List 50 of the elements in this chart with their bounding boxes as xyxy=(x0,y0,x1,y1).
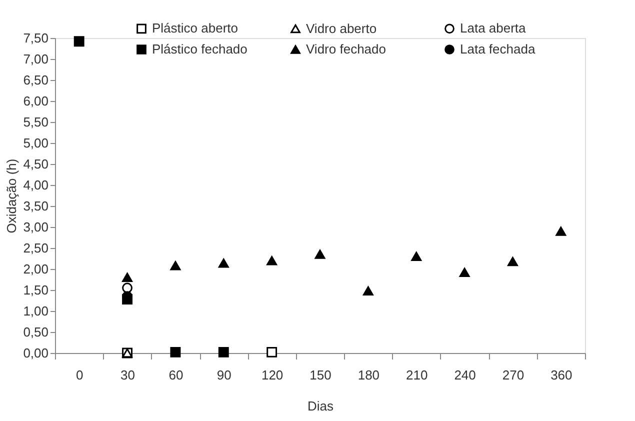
x-tick-label: 180 xyxy=(358,368,380,382)
point xyxy=(122,282,132,294)
y-axis-title: Oxidação (h) xyxy=(4,158,20,234)
point xyxy=(266,346,278,358)
point xyxy=(122,272,132,282)
x-tick-label: 90 xyxy=(216,368,232,382)
x-tick-label: 120 xyxy=(261,368,284,382)
x-tick-label: 60 xyxy=(168,368,184,382)
point xyxy=(508,256,518,266)
legend-label: Lata fechada xyxy=(460,42,536,56)
x-tick-label: 0 xyxy=(76,368,84,382)
point xyxy=(459,268,470,277)
point xyxy=(362,286,374,296)
y-tick-label: 2,00 xyxy=(23,262,48,276)
y-tick-label: 7,00 xyxy=(23,52,48,66)
point xyxy=(266,256,278,266)
point xyxy=(314,250,326,259)
point xyxy=(411,252,422,262)
y-tick-label: 6,00 xyxy=(23,94,48,108)
point xyxy=(170,261,181,270)
y-tick-label: 4,50 xyxy=(23,156,48,172)
y-tick-label: 1,00 xyxy=(23,304,48,318)
y-tick-label: 7,50 xyxy=(23,30,48,46)
y-tick-label: 0,50 xyxy=(23,324,48,340)
y-tick-label: 5,00 xyxy=(23,136,48,150)
legend-label: Plástico aberto xyxy=(152,20,238,36)
legend-label: Vidro aberto xyxy=(306,20,377,36)
y-tick-label: 3,50 xyxy=(23,198,48,214)
y-tick-label: 6,50 xyxy=(23,72,48,88)
x-tick-label: 210 xyxy=(406,368,428,382)
y-tick-label: 3,00 xyxy=(23,220,48,234)
point xyxy=(170,346,181,358)
point xyxy=(556,226,566,236)
y-tick-label: 2,50 xyxy=(23,240,48,256)
x-tick-label: 270 xyxy=(502,368,524,382)
x-tick-label: 360 xyxy=(550,368,572,382)
point xyxy=(218,346,229,358)
y-tick-label: 4,00 xyxy=(23,178,48,192)
x-tick-label: 150 xyxy=(310,368,332,382)
y-tick-label: 0,00 xyxy=(23,346,48,360)
legend-label: Vidro fechado xyxy=(306,42,386,56)
y-tick-label: 5,50 xyxy=(23,114,48,130)
point xyxy=(74,36,84,47)
x-tick-label: 30 xyxy=(120,368,136,382)
point xyxy=(218,258,229,268)
y-tick-label: 1,50 xyxy=(23,282,48,298)
x-tick-label: 240 xyxy=(454,368,476,382)
legend-label: Lata aberta xyxy=(460,20,527,36)
x-axis-title: Dias xyxy=(307,398,334,414)
legend-label: Plástico fechado xyxy=(152,42,248,56)
